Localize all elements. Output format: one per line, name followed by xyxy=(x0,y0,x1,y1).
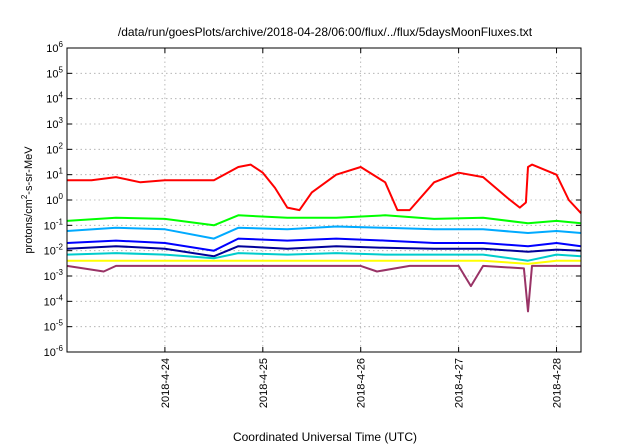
series-line xyxy=(66,225,582,240)
x-tick-label: 2018-4-28 xyxy=(552,358,564,408)
y-tick-label: 103 xyxy=(46,116,63,131)
y-tick-label: 10-2 xyxy=(44,243,64,258)
series-line xyxy=(66,264,581,313)
x-tick-label: 2018-4-24 xyxy=(160,358,172,408)
series-line xyxy=(66,252,582,262)
y-tick-label: 10-1 xyxy=(44,217,64,232)
y-axis-label: protons/cm2-s-sr-MeV xyxy=(20,146,35,254)
series-line xyxy=(66,245,582,258)
y-tick-label: 10-5 xyxy=(44,319,64,334)
y-tick-label: 105 xyxy=(46,65,63,80)
y-tick-label: 10-4 xyxy=(44,293,64,308)
x-tick-label: 2018-4-25 xyxy=(258,358,270,408)
y-tick-label: 10-6 xyxy=(44,344,64,359)
y-tick-label: 106 xyxy=(46,40,63,55)
chart-title: /data/run/goesPlots/archive/2018-04-28/0… xyxy=(118,25,533,39)
series-line xyxy=(67,259,581,265)
y-tick-label: 100 xyxy=(46,192,63,207)
y-tick-label: 10-3 xyxy=(44,268,64,283)
x-axis: 2018-4-24 2018-4-25 2018-4-26 2018-4-27 2018… xyxy=(160,48,564,408)
series-line xyxy=(67,163,582,214)
y-axis-label-superscript: 2 xyxy=(20,194,29,199)
x-tick-label: 2018-4-27 xyxy=(454,358,466,408)
x-axis-label: Coordinated Universal Time (UTC) xyxy=(233,430,417,444)
series-layer xyxy=(66,163,582,313)
series-line xyxy=(66,214,582,227)
x-tick-label: 2018-4-26 xyxy=(356,358,368,408)
y-tick-label: 101 xyxy=(46,167,63,182)
series-line xyxy=(66,237,582,252)
y-tick-label: 102 xyxy=(46,141,63,156)
grid xyxy=(67,48,581,352)
y-tick-label: 104 xyxy=(46,91,63,106)
y-axis: 10-6 10-5 10-4 10-3 10-2 10-1 100 101 102 103 104 1… xyxy=(44,40,581,359)
